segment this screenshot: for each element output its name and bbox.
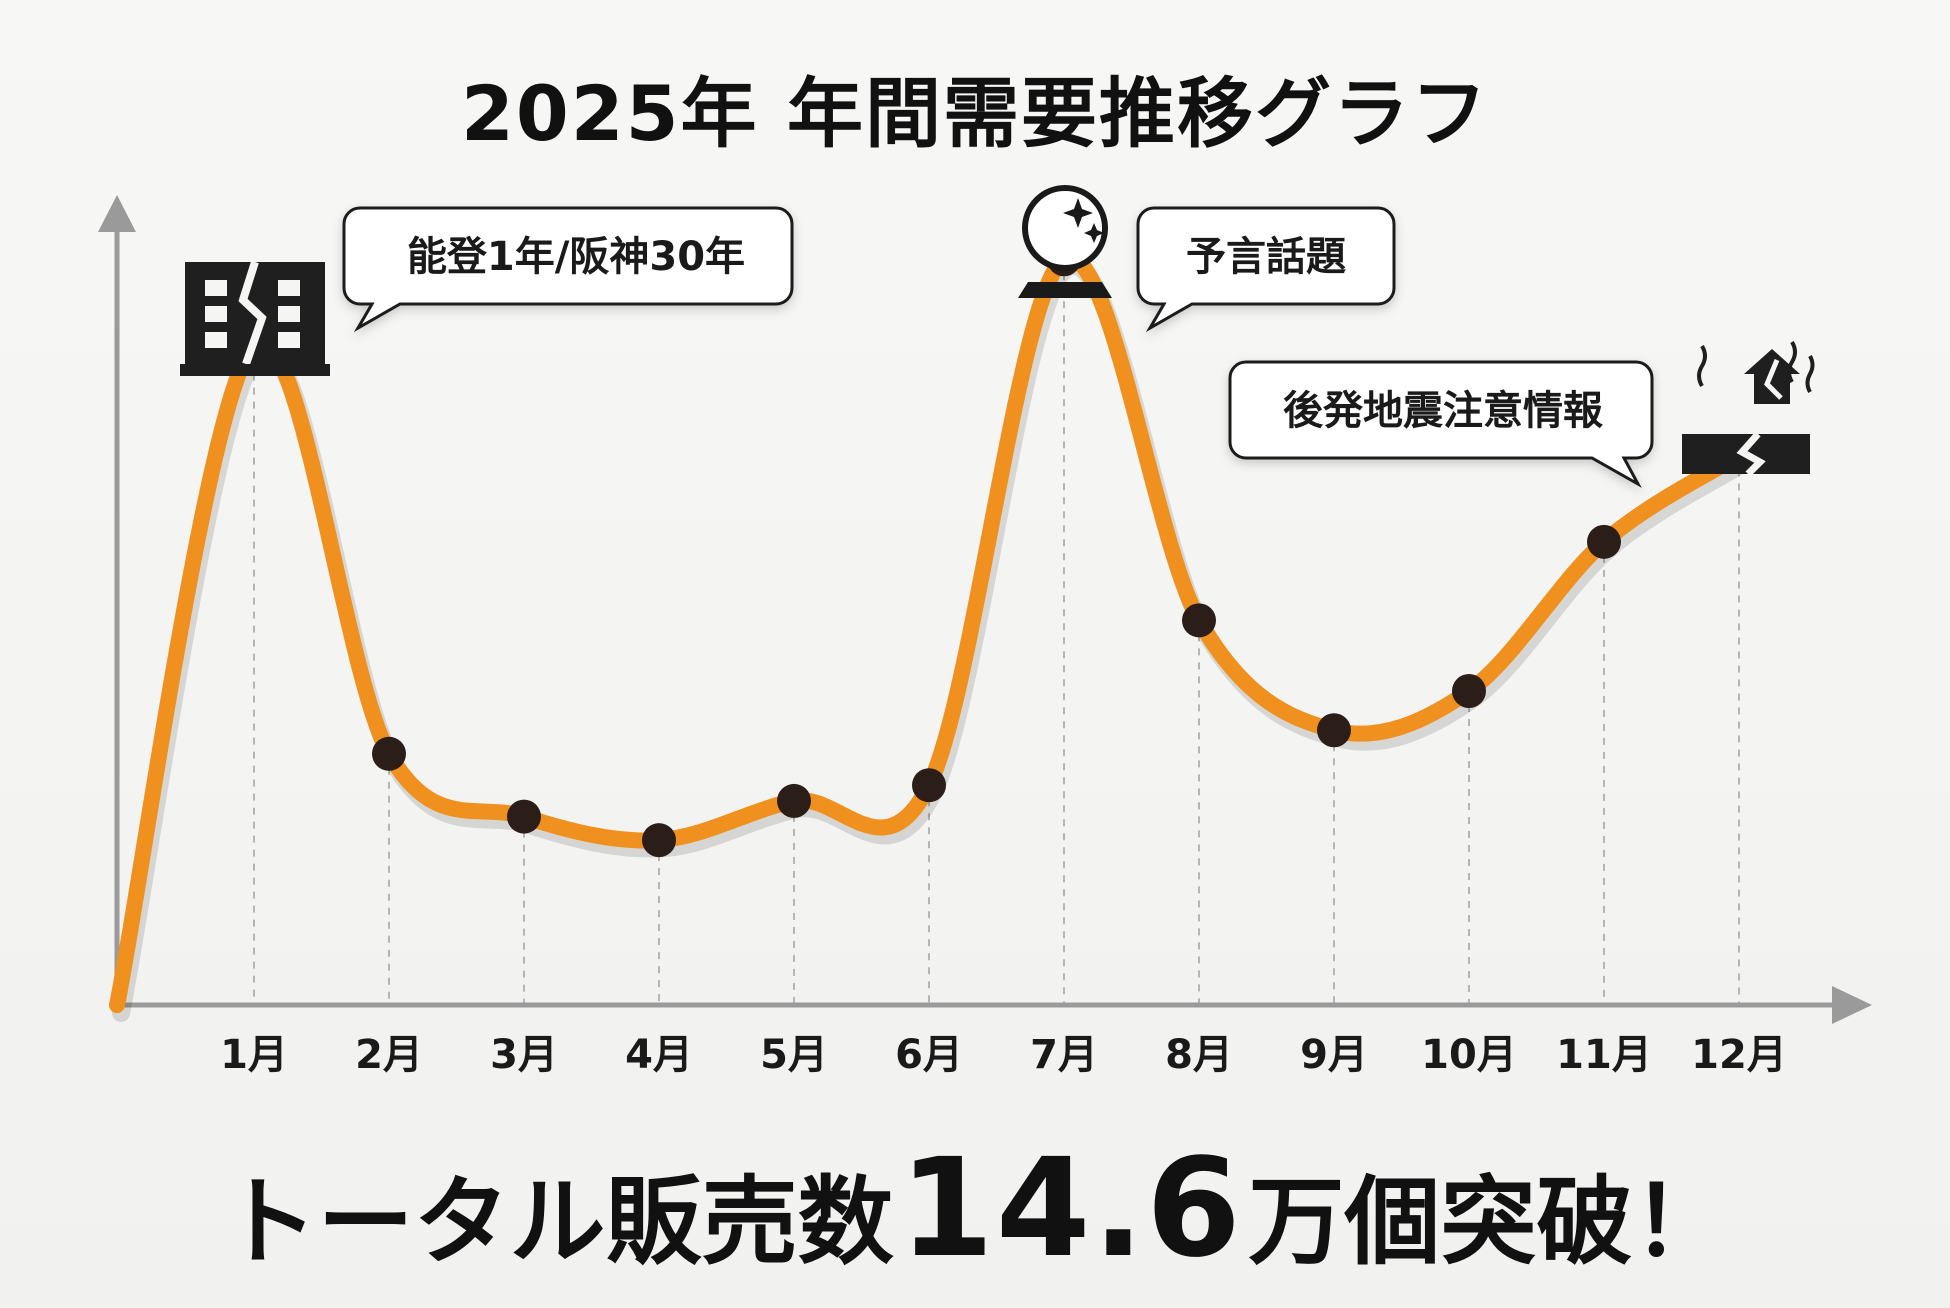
- total-sales-banner: トータル販売数 14.6 万個突破！: [0, 1130, 1950, 1288]
- callout-text-3: 後発地震注意情報: [1283, 388, 1603, 434]
- data-point-2: [372, 736, 406, 771]
- vertical-guides: [253, 259, 1740, 1005]
- x-tick-label-7: 7月: [1030, 1032, 1098, 1078]
- x-tick-label-11: 11月: [1556, 1032, 1652, 1078]
- cracked-building-icon: [180, 260, 330, 376]
- callout-text-2: 予言話題: [1186, 234, 1346, 280]
- crystal-ball-icon: [1018, 185, 1112, 298]
- x-tick-label-3: 3月: [490, 1032, 558, 1078]
- x-tick-label-1: 1月: [220, 1032, 288, 1078]
- total-sales-suffix: 万個突破！: [1248, 1166, 1729, 1278]
- data-point-6: [912, 768, 946, 803]
- callout-bubble-1: [342, 206, 794, 333]
- x-tick-label-9: 9月: [1300, 1032, 1368, 1078]
- x-tick-label-4: 4月: [625, 1032, 693, 1078]
- earthquake-house-icon: [1682, 340, 1815, 477]
- x-tick-label-2: 2月: [355, 1032, 423, 1078]
- data-point-5: [777, 783, 811, 818]
- x-axis-arrow: [1832, 986, 1872, 1024]
- x-tick-label-8: 8月: [1165, 1032, 1233, 1078]
- total-sales-number: 14.6: [899, 1130, 1243, 1288]
- data-point-3: [507, 799, 541, 834]
- chart-title: 2025年 年間需要推移グラフ: [461, 69, 1489, 158]
- callout-bubble-3: [1228, 360, 1654, 488]
- x-tick-label-12: 12月: [1691, 1032, 1787, 1078]
- callout-text-1: 能登1年/阪神30年: [407, 234, 745, 280]
- data-point-11: [1587, 524, 1621, 559]
- x-tick-label-5: 5月: [760, 1032, 828, 1078]
- total-sales-prefix: トータル販売数: [221, 1166, 894, 1278]
- x-tick-label-10: 10月: [1421, 1032, 1517, 1078]
- data-point-4: [642, 823, 676, 858]
- data-point-8: [1182, 603, 1216, 638]
- callout-bubble-2: [1136, 206, 1396, 333]
- data-point-10: [1452, 674, 1486, 708]
- x-tick-label-6: 6月: [895, 1032, 963, 1078]
- x-tick-labels: 1月 2月 3月 4月 5月 6月 7月 8月 9月 10月 11月 12月: [220, 1032, 1787, 1078]
- data-point-9: [1317, 713, 1351, 748]
- y-axis-arrow: [98, 195, 136, 232]
